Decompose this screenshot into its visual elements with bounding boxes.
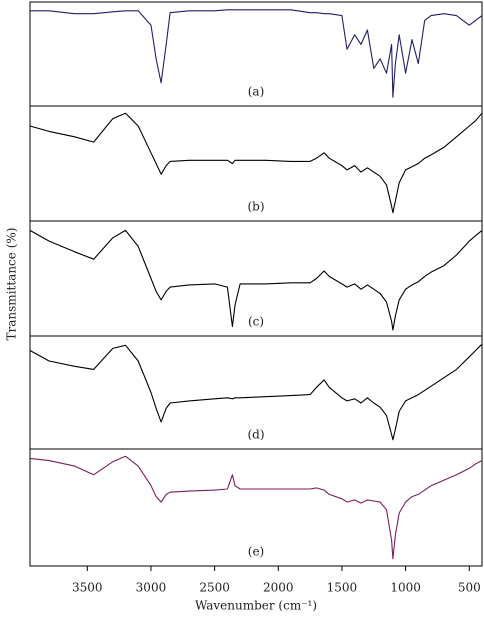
spectrum-line — [29, 343, 483, 441]
x-axis-label: Wavenumber (cm⁻¹) — [195, 599, 317, 613]
x-tick-label: 3000 — [136, 581, 167, 595]
y-axis-label: Transmittance (%) — [5, 228, 19, 341]
panel-label: (e) — [248, 545, 264, 559]
x-tick-label: 500 — [458, 581, 481, 595]
x-tick-label: 3500 — [72, 581, 103, 595]
panel-label: (a) — [248, 85, 265, 99]
x-tick-label: 2000 — [263, 581, 294, 595]
panel-label: (d) — [247, 428, 264, 442]
spectrum-line — [30, 9, 483, 98]
panel-label: (b) — [247, 200, 264, 214]
panel-label: (c) — [248, 315, 264, 329]
spectrum-line — [29, 112, 483, 214]
spectrum-line — [29, 229, 483, 331]
spectrum-line — [29, 455, 483, 560]
x-tick-label: 2500 — [199, 581, 230, 595]
x-tick-label: 1000 — [390, 581, 421, 595]
x-tick-label: 1500 — [327, 581, 358, 595]
panel-frame — [29, 448, 483, 567]
